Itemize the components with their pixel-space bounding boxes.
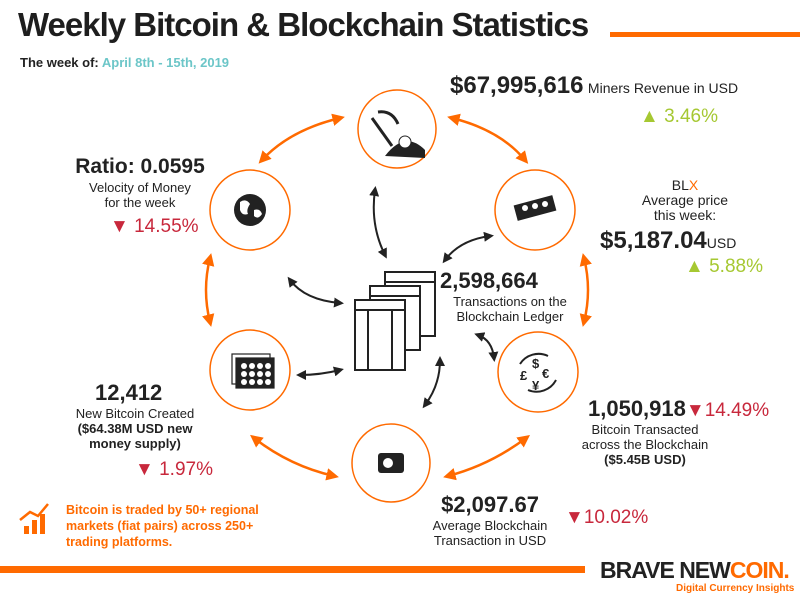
pickaxe-bitcoin-icon bbox=[370, 110, 425, 158]
week-dates: April 8th - 15th, 2019 bbox=[101, 55, 230, 70]
transacted-label: Bitcoin Transacted across the Blockchain(… bbox=[581, 422, 709, 467]
circle-avg-tx bbox=[351, 423, 431, 503]
brand-logo: BRAVE NEWCOIN. bbox=[600, 557, 790, 583]
arrow-center-newbtc bbox=[296, 366, 344, 380]
arrow-center-blx bbox=[442, 231, 494, 264]
blx-name: BLX bbox=[671, 177, 699, 193]
markets-note: Bitcoin is traded by 50+ regional market… bbox=[66, 503, 259, 549]
svg-text:¥: ¥ bbox=[532, 378, 540, 393]
title-divider bbox=[610, 32, 800, 37]
transacted-stat: 1,050,918▼14.49% bbox=[588, 396, 770, 421]
up-triangle-icon: ▲ bbox=[685, 256, 704, 277]
ledger-documents-icon bbox=[354, 271, 436, 371]
blx-price: $5,187.04USD bbox=[600, 227, 737, 254]
arrow-center-velocity bbox=[287, 276, 344, 308]
arrow-velocity-miners bbox=[258, 113, 345, 164]
circle-miners bbox=[357, 89, 437, 169]
arrow-newbtc-velocity bbox=[202, 253, 215, 327]
currency-exchange-icon: £ $€¥ bbox=[519, 352, 557, 393]
up-triangle-icon: ▲ bbox=[640, 106, 659, 127]
down-triangle-icon: ▼ bbox=[685, 400, 705, 421]
down-triangle-icon: ▼ bbox=[565, 507, 584, 528]
footer-bar bbox=[0, 566, 585, 573]
miners-change: ▲ 3.46% bbox=[640, 106, 718, 127]
down-triangle-icon: ▼ bbox=[135, 459, 154, 480]
page-title: Weekly Bitcoin & Blockchain Statistics bbox=[18, 6, 589, 43]
circle-blx bbox=[494, 169, 576, 251]
week-prefix: The week of: bbox=[20, 55, 99, 70]
globe-icon bbox=[234, 194, 266, 226]
svg-text:€: € bbox=[542, 366, 549, 381]
coin-stacks-icon bbox=[231, 353, 275, 389]
new-btc-change: ▼ 1.97% bbox=[135, 459, 213, 480]
blx-change: ▲ 5.88% bbox=[685, 256, 763, 277]
arrow-center-transacted bbox=[474, 332, 499, 362]
wallet-icon bbox=[378, 453, 404, 473]
growth-chart-icon bbox=[19, 503, 49, 534]
circle-new-btc bbox=[209, 329, 291, 411]
transactions-stat: 2,598,664 Transactions on the Blockchain… bbox=[440, 268, 567, 324]
new-btc-stat: 12,412 New Bitcoin Created ($64.38M USD … bbox=[75, 380, 195, 451]
miners-label: Miners Revenue in USD bbox=[587, 80, 739, 96]
velocity-stat: Ratio: 0.0595 Velocity of Money for the … bbox=[75, 155, 205, 210]
miners-stat: $67,995,616 Miners Revenue in USD bbox=[450, 72, 738, 100]
avg-tx-change: ▼10.02% bbox=[565, 507, 649, 528]
arrow-miners-blx bbox=[447, 113, 529, 164]
arrow-center-miners bbox=[369, 186, 387, 259]
arrow-transacted-avgtx bbox=[443, 435, 531, 481]
circle-velocity bbox=[209, 169, 291, 251]
velocity-change: ▼ 14.55% bbox=[110, 216, 199, 237]
circle-transacted bbox=[497, 331, 579, 413]
blx-label: BLX Average price this week: bbox=[620, 178, 750, 223]
miners-value: $67,995,616 bbox=[450, 72, 584, 99]
arrow-avgtx-newbtc bbox=[250, 434, 339, 481]
banknotes-icon bbox=[513, 195, 557, 221]
arrow-center-avgtx bbox=[422, 356, 445, 409]
avg-tx-stat: $2,097.67 Average Blockchain Transaction i… bbox=[432, 492, 548, 548]
arrow-blx-transacted bbox=[579, 253, 592, 327]
svg-text:$: $ bbox=[532, 356, 540, 371]
down-triangle-icon: ▼ bbox=[110, 216, 129, 237]
week-label: The week of: April 8th - 15th, 2019 bbox=[20, 55, 229, 70]
brand-tagline: Digital Currency Insights bbox=[676, 583, 795, 594]
svg-text:£: £ bbox=[520, 368, 528, 383]
